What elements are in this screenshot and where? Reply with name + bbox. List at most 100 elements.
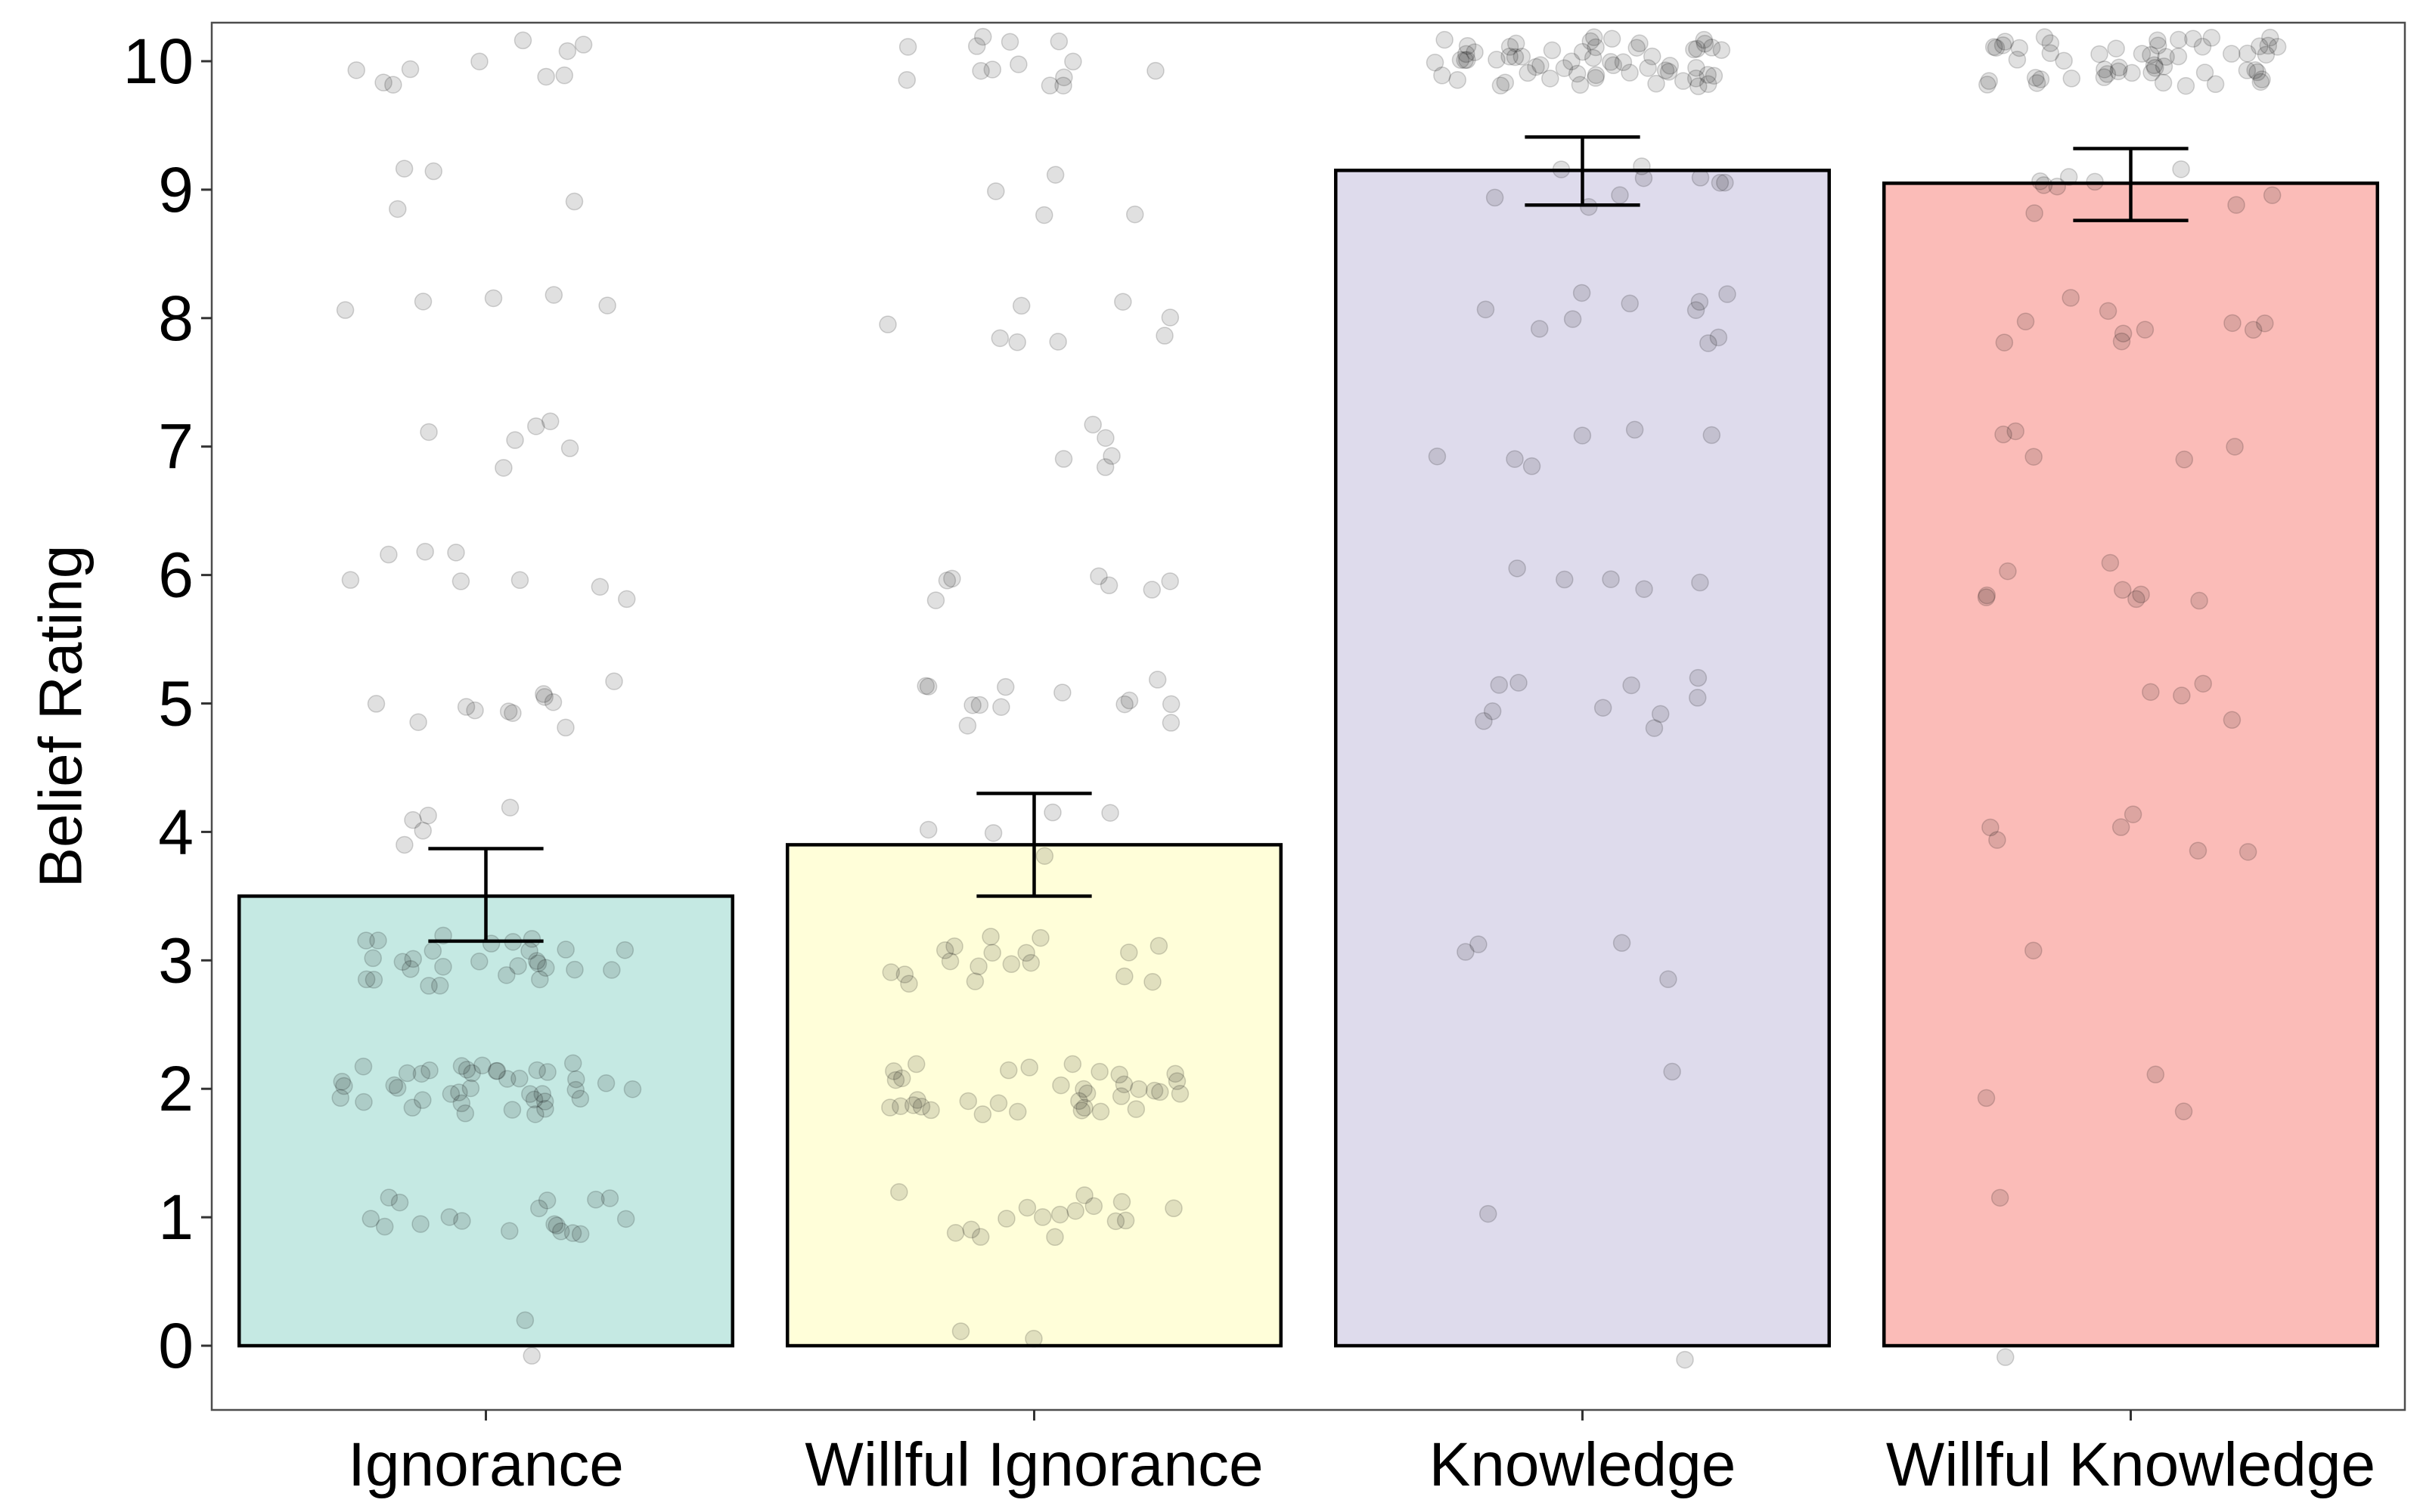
- data-point: [2035, 28, 2054, 46]
- data-point: [402, 960, 420, 978]
- data-point: [1488, 51, 1506, 69]
- data-point: [375, 1217, 394, 1236]
- data-point: [1020, 1058, 1038, 1077]
- data-point: [1106, 1212, 1125, 1231]
- data-point: [1458, 36, 1477, 55]
- y-tick-label: 3: [158, 925, 194, 996]
- data-point: [1508, 559, 1526, 578]
- data-point: [1072, 1101, 1091, 1120]
- data-point: [2114, 324, 2133, 342]
- data-point: [2095, 68, 2114, 86]
- data-point: [409, 713, 427, 731]
- data-point: [463, 1064, 481, 1083]
- data-point: [457, 698, 476, 716]
- data-point: [1686, 301, 1705, 319]
- data-point: [473, 1056, 492, 1075]
- data-point: [1456, 51, 1474, 70]
- data-point: [1690, 293, 1709, 311]
- data-point: [1990, 1188, 2009, 1207]
- data-point: [1543, 41, 1562, 60]
- data-point: [919, 820, 938, 839]
- data-point: [1506, 48, 1525, 67]
- data-point: [1999, 562, 2017, 581]
- data-point: [2227, 196, 2245, 214]
- data-point: [1103, 447, 1121, 465]
- data-point: [1025, 1330, 1043, 1348]
- data-point: [1993, 36, 2012, 54]
- data-point: [2062, 70, 2081, 88]
- data-point: [1661, 57, 1680, 75]
- data-point: [1686, 69, 1705, 88]
- data-point: [1663, 1062, 1681, 1081]
- data-point: [364, 949, 382, 968]
- data-point: [1485, 188, 1504, 207]
- data-point: [544, 693, 563, 711]
- data-point: [922, 1101, 940, 1120]
- data-point: [970, 957, 988, 976]
- data-point: [335, 1077, 353, 1095]
- data-point: [1556, 570, 1574, 589]
- data-point: [967, 37, 986, 55]
- data-point: [571, 1089, 590, 1108]
- data-point: [451, 572, 470, 590]
- data-point: [1519, 64, 1537, 82]
- data-point: [1580, 197, 1598, 216]
- data-point: [974, 27, 992, 46]
- data-point: [2059, 168, 2078, 186]
- data-point: [1614, 53, 1633, 72]
- data-point: [369, 931, 387, 950]
- data-point: [1634, 169, 1653, 187]
- data-point: [396, 835, 414, 854]
- data-point: [535, 1092, 554, 1111]
- data-point: [1509, 674, 1528, 692]
- data-point: [453, 1212, 471, 1230]
- data-point: [1090, 567, 1108, 585]
- data-point: [941, 952, 960, 971]
- data-point: [1084, 415, 1102, 434]
- data-point: [1127, 1100, 1146, 1118]
- data-point: [1611, 186, 1629, 204]
- data-point: [2268, 38, 2287, 56]
- data-point: [1531, 56, 1550, 74]
- data-point: [1563, 310, 1582, 328]
- data-point: [1120, 691, 1139, 710]
- y-tick-label: 8: [158, 283, 194, 354]
- data-point: [1978, 76, 1996, 94]
- data-point: [1506, 34, 1525, 53]
- data-point: [2261, 28, 2279, 47]
- data-point: [1451, 51, 1470, 70]
- data-point: [2142, 46, 2160, 64]
- data-point: [420, 423, 438, 442]
- data-point: [484, 289, 503, 308]
- data-point: [419, 806, 437, 825]
- data-point: [2113, 581, 2132, 600]
- data-point: [2026, 69, 2045, 87]
- data-point: [2086, 172, 2104, 191]
- data-point: [456, 1104, 475, 1123]
- data-point: [1125, 205, 1144, 224]
- data-point: [1066, 1201, 1084, 1220]
- data-point: [1587, 66, 1606, 85]
- data-point: [1161, 308, 1180, 327]
- data-point: [1988, 831, 2006, 849]
- data-point: [1500, 38, 1519, 56]
- data-point: [1584, 48, 1602, 67]
- data-point: [1143, 972, 1162, 991]
- data-point: [393, 953, 412, 971]
- data-point: [1115, 1075, 1134, 1094]
- data-point: [1050, 33, 1069, 51]
- data-point: [2041, 34, 2060, 52]
- data-point: [414, 822, 433, 840]
- data-point: [2132, 585, 2150, 604]
- data-point: [535, 688, 554, 706]
- data-point: [938, 572, 957, 590]
- data-point: [1647, 74, 1665, 93]
- data-point: [1075, 1080, 1093, 1098]
- data-point: [1977, 1089, 1996, 1108]
- data-point: [1705, 67, 1723, 85]
- data-point: [398, 1064, 417, 1083]
- y-axis: 0 1 2 3 4 5 6 7 8 9 10: [123, 26, 212, 1381]
- data-point: [2251, 37, 2269, 56]
- data-point: [380, 1188, 399, 1207]
- data-point: [2173, 686, 2191, 705]
